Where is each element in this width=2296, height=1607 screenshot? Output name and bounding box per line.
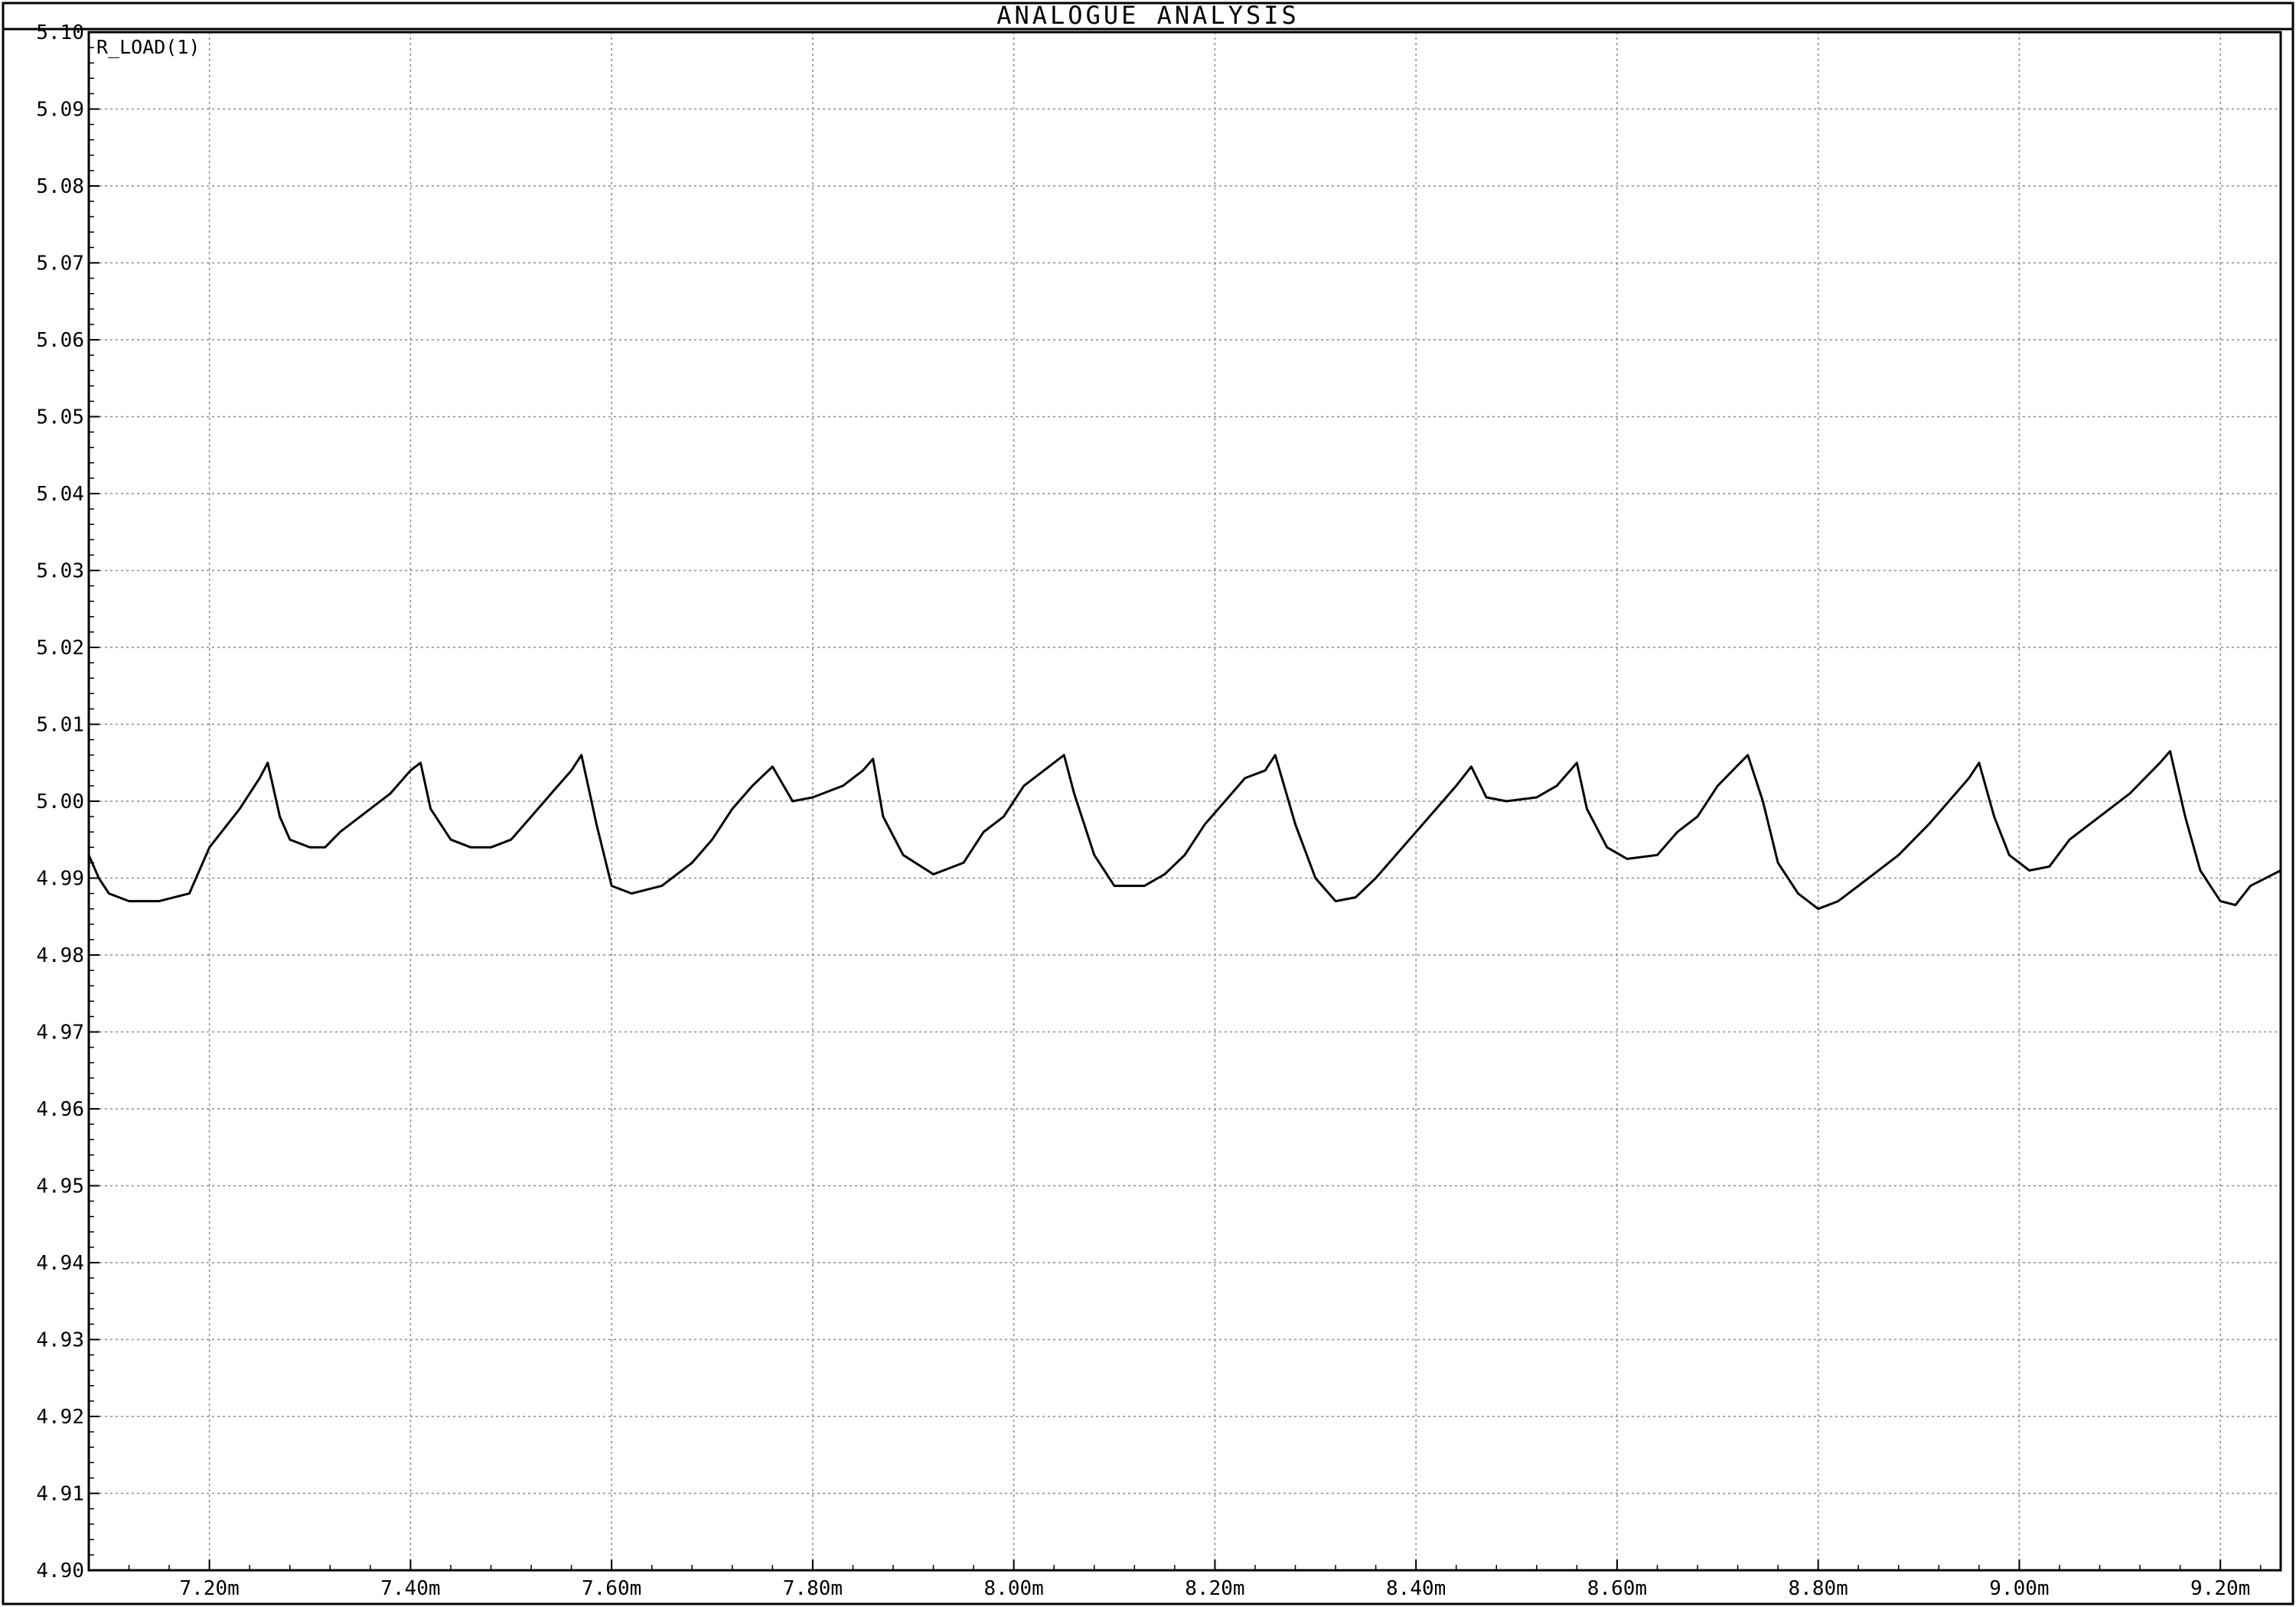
x-tick-label: 8.40m — [1386, 1577, 1446, 1600]
series-line-r-load — [87, 750, 2281, 911]
y-tick-label: 4.93 — [36, 1329, 84, 1352]
x-tick-label: 8.60m — [1587, 1577, 1647, 1600]
y-tick-label: 5.07 — [36, 253, 84, 275]
x-tick-label: 9.00m — [1989, 1577, 2049, 1600]
plot-area — [87, 31, 2282, 1572]
y-tick-label: 4.90 — [36, 1560, 84, 1583]
x-tick-label: 7.20m — [180, 1577, 240, 1600]
y-tick-label: 4.94 — [36, 1252, 84, 1275]
x-tick-label: 7.60m — [582, 1577, 641, 1600]
y-tick-label: 5.09 — [36, 99, 84, 122]
y-tick-label: 5.08 — [36, 175, 84, 198]
x-tick-label: 8.00m — [984, 1577, 1044, 1600]
y-tick-label: 4.97 — [36, 1022, 84, 1045]
series-layer — [87, 750, 2281, 911]
window-title: ANALOGUE ANALYSIS — [996, 1, 1300, 30]
x-axis-ticks: 7.20m 7.40m 7.60m 7.80m 8.00m 8.20m 8.40m 8.60m… — [88, 1560, 2262, 1600]
x-tick-label: 8.20m — [1185, 1577, 1244, 1600]
y-tick-label: 4.96 — [36, 1098, 84, 1121]
series-label: R_LOAD(1) — [96, 36, 200, 58]
y-tick-label: 5.04 — [36, 483, 84, 506]
x-tick-label: 7.40m — [380, 1577, 440, 1600]
y-tick-label: 4.91 — [36, 1483, 84, 1506]
y-tick-label: 5.02 — [36, 637, 84, 660]
y-tick-label: 5.10 — [36, 21, 84, 44]
y-tick-label: 5.05 — [36, 406, 84, 429]
x-tick-label: 9.20m — [2190, 1577, 2250, 1600]
y-tick-label: 5.06 — [36, 329, 84, 352]
y-tick-label: 5.03 — [36, 560, 84, 583]
y-tick-label: 4.95 — [36, 1175, 84, 1198]
x-tick-label: 7.80m — [783, 1577, 843, 1600]
y-tick-label: 5.01 — [36, 714, 84, 737]
y-tick-label: 4.99 — [36, 868, 84, 891]
x-tick-label: 8.80m — [1789, 1577, 1848, 1600]
y-tick-label: 4.92 — [36, 1406, 84, 1429]
y-tick-label: 4.98 — [36, 944, 84, 967]
y-tick-label: 5.00 — [36, 790, 84, 813]
